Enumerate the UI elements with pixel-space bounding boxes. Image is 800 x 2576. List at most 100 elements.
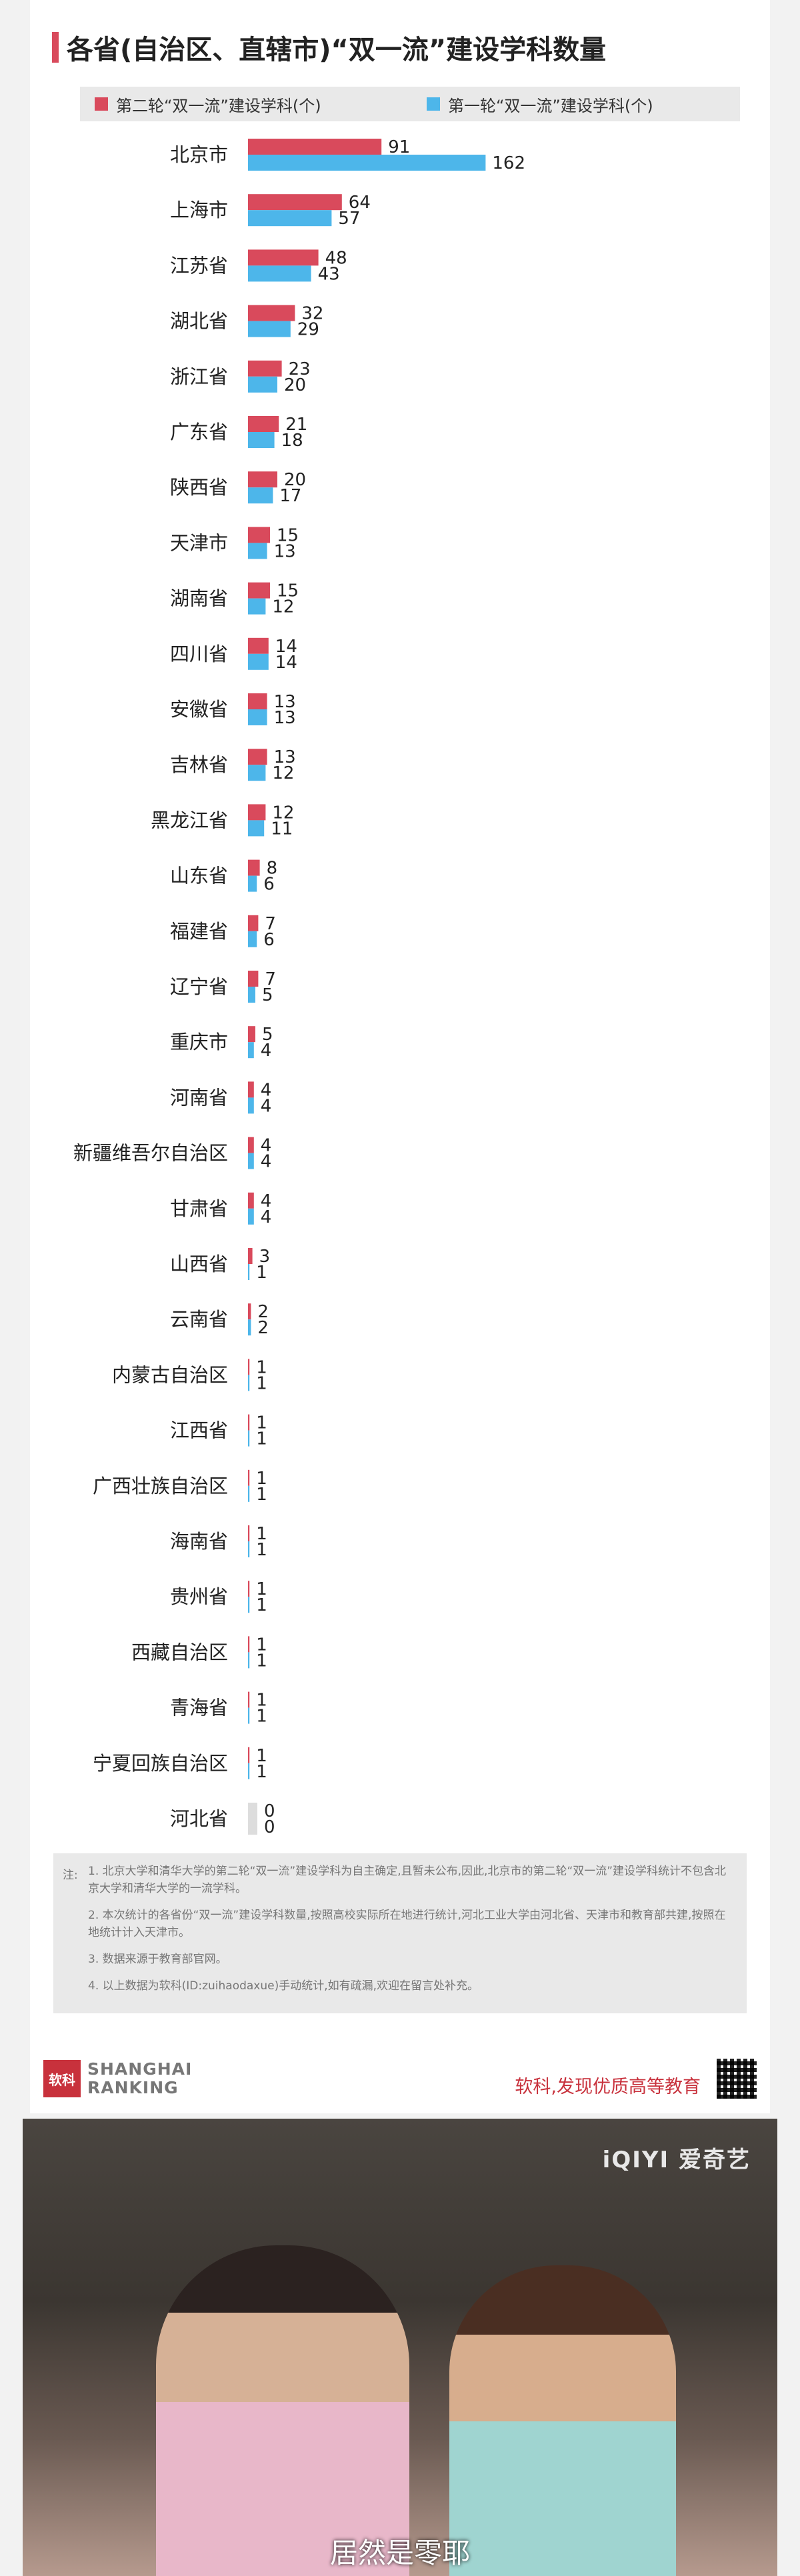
bar-round1 <box>248 487 273 504</box>
data-label: 2 <box>257 1318 269 1338</box>
bar-round2 <box>248 305 295 321</box>
data-label: 20 <box>284 470 306 490</box>
bar-round2 <box>248 249 319 266</box>
category-label: 广东省 <box>170 421 228 443</box>
data-label: 4 <box>261 1080 272 1100</box>
data-label: 5 <box>262 985 273 1005</box>
bar-round1 <box>248 987 255 1003</box>
person-left <box>156 2245 409 2576</box>
category-label: 天津市 <box>170 531 228 554</box>
data-label: 1 <box>256 1595 267 1615</box>
bar-round2 <box>248 1359 250 1375</box>
category-label: 黑龙江省 <box>151 809 228 831</box>
category-label: 安徽省 <box>170 698 228 721</box>
bar-round1 <box>248 1707 250 1724</box>
bar-round1 <box>248 1485 250 1502</box>
data-label: 13 <box>274 692 296 712</box>
bar-round2 <box>248 1414 250 1431</box>
bar-round1 <box>248 432 275 448</box>
bar-round1 <box>248 931 257 947</box>
data-label: 4 <box>261 1191 272 1211</box>
bar-round2 <box>248 1192 254 1209</box>
bar-round2 <box>248 1303 251 1320</box>
data-label: 3 <box>259 1247 271 1267</box>
bar-round1 <box>248 321 291 337</box>
note-4: 4. 以上数据为软科(ID:zuihaodaxue)手动统计,如有疏漏,欢迎在留… <box>88 1979 479 1993</box>
data-label: 17 <box>279 486 301 506</box>
bar-round2 <box>248 582 270 599</box>
infographic-panel <box>30 0 770 2040</box>
data-label: 1 <box>256 1413 267 1433</box>
data-label: 15 <box>277 525 299 545</box>
data-label: 32 <box>301 304 323 324</box>
bar-round2 <box>248 1803 257 1819</box>
bar-round1 <box>248 1375 250 1391</box>
iqiyi-watermark: iQIYI 爱奇艺 <box>602 2147 751 2173</box>
category-label: 浙江省 <box>170 365 228 388</box>
data-label: 21 <box>285 415 307 435</box>
data-label: 1 <box>256 1357 267 1377</box>
legend-label-round2: 第二轮“双一流”建设学科(个) <box>116 96 321 115</box>
bar-round2 <box>248 194 342 211</box>
bar-round2 <box>248 1581 250 1597</box>
category-label: 河北省 <box>170 1807 228 1830</box>
data-label: 15 <box>277 581 299 601</box>
bar-round1 <box>248 543 267 559</box>
bar-round1 <box>248 598 266 615</box>
data-label: 12 <box>272 597 294 617</box>
legend-swatch-red <box>95 97 108 111</box>
bar-round2 <box>248 804 266 821</box>
data-label: 1 <box>256 1707 267 1727</box>
chart-title: 各省(自治区、直辖市)“双一流”建设学科数量 <box>67 35 607 65</box>
note-2: 2. 本次统计的各省份“双一流”建设学科数量,按照高校实际所在地进行统计,河北工… <box>88 1909 726 1939</box>
bar-round1 <box>248 265 311 282</box>
bar-round2 <box>248 749 267 765</box>
category-label: 海南省 <box>170 1530 228 1553</box>
data-label: 1 <box>256 1579 267 1599</box>
bar-round2 <box>248 1026 255 1043</box>
category-label: 广西壮族自治区 <box>93 1475 228 1497</box>
bar-round2 <box>248 1137 254 1153</box>
logo-line2: RANKING <box>87 2078 179 2097</box>
data-label: 43 <box>318 264 340 284</box>
bar-round1 <box>248 1819 257 1835</box>
data-label: 1 <box>256 1469 267 1489</box>
bar-round2 <box>248 1525 250 1541</box>
logo-line1: SHANGHAI <box>87 2059 193 2079</box>
data-label: 1 <box>256 1651 267 1671</box>
bar-round1 <box>248 1430 250 1447</box>
category-label: 吉林省 <box>170 753 228 776</box>
legend-item-round2: 第二轮“双一流”建设学科(个) <box>95 87 321 121</box>
data-label: 14 <box>275 637 297 657</box>
bar-round1 <box>248 1042 254 1059</box>
bar-round1 <box>248 653 269 670</box>
data-label: 0 <box>264 1817 275 1837</box>
data-label: 4 <box>261 1207 272 1227</box>
data-label: 12 <box>272 763 294 783</box>
bar-round1 <box>248 709 267 725</box>
category-label: 湖北省 <box>170 310 228 333</box>
data-label: 4 <box>261 1152 272 1172</box>
note-3: 3. 数据来源于教育部官网。 <box>88 1953 227 1966</box>
bar-round2 <box>248 637 269 654</box>
bar-round1 <box>248 1319 251 1336</box>
data-label: 1 <box>256 1540 267 1560</box>
category-label: 北京市 <box>170 143 228 166</box>
qr-code-icon <box>717 2059 757 2099</box>
bar-round2 <box>248 1469 250 1486</box>
legend-item-round1: 第一轮“双一流”建设学科(个) <box>427 87 653 121</box>
legend: 第二轮“双一流”建设学科(个) 第一轮“双一流”建设学科(个) <box>80 87 740 121</box>
data-label: 13 <box>274 541 296 561</box>
bar-round1 <box>248 1264 250 1280</box>
bar-round2 <box>248 1691 250 1708</box>
bar-round2 <box>248 1081 254 1098</box>
bar-round1 <box>248 875 257 892</box>
category-label: 湖南省 <box>170 587 228 610</box>
category-label: 云南省 <box>170 1308 228 1331</box>
data-label: 1 <box>256 1635 267 1655</box>
data-label: 1 <box>256 1524 267 1544</box>
data-label: 4 <box>261 1136 272 1156</box>
data-label: 7 <box>265 969 276 989</box>
slogan: 软科,发现优质高等教育 <box>515 2077 701 2097</box>
